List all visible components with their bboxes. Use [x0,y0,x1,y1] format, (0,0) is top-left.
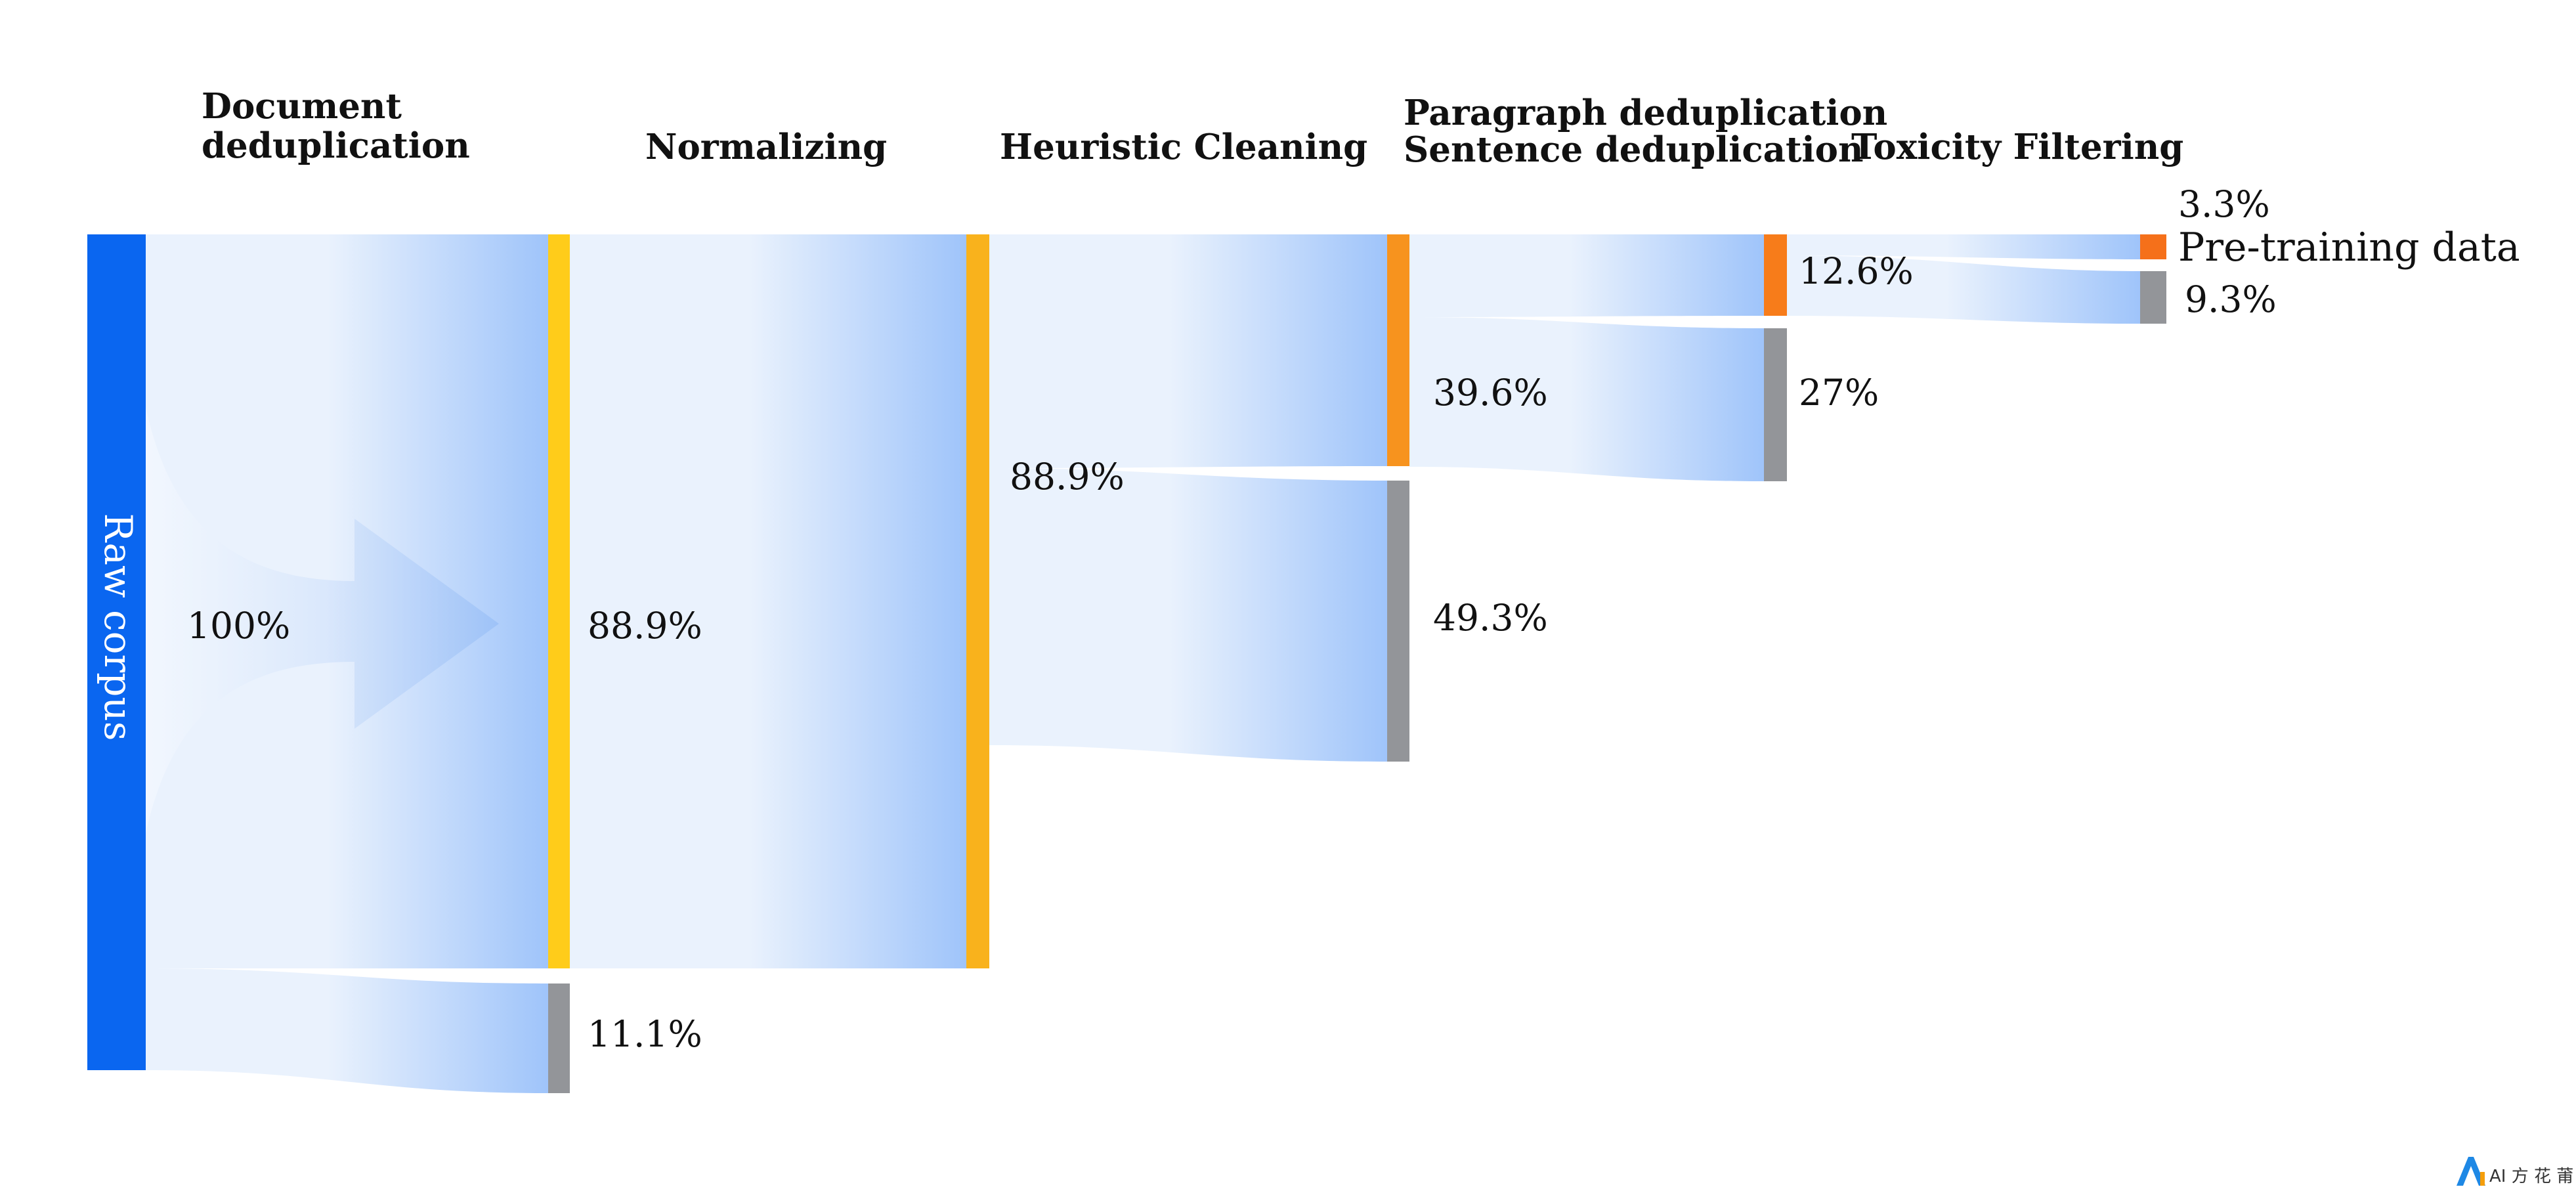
stage-title-heuristic-cleaning: Heuristic Cleaning [1000,127,1367,167]
watermark-text: AI 方 花 莆 [2489,1167,2573,1186]
watermark: AI 方 花 莆 [2457,1157,2573,1186]
percent-label-paragraph-kept: 39.6% [1433,372,1548,414]
stage-title-line: Paragraph deduplication [1404,93,1887,133]
flow-direction-arrow-icon [146,407,499,834]
stage-title-toxicity-filtering: Toxicity Filtering [1851,127,2183,167]
node-normalizing-kept [966,234,989,968]
source-label-raw-corpus: Raw corpus [96,513,140,741]
stage-title-line: Document [202,86,402,127]
flow-bands [146,234,2140,1093]
stage-title-paragraph-sentence-deduplication: Paragraph deduplication Sentence dedupli… [1404,93,1900,170]
node-toxicity-removed [2140,271,2166,324]
stage-title-normalizing: Normalizing [645,127,887,167]
node-paragraph-dedup-kept [1764,234,1787,316]
percent-label-source: 100% [187,605,290,647]
node-pre-training-data [2140,234,2166,259]
flow-band-removed-4 [1409,317,1764,481]
percent-label-kept-5: 3.3% [2178,183,2270,225]
percent-labels: 100% 88.9% 11.1% 88.9% 39.6% 49.3% 12.6%… [187,183,2277,1055]
nodes: Raw corpus [87,234,2166,1093]
flow-band-removed-5 [1787,255,2140,324]
node-paragraph-dedup-removed [1764,328,1787,481]
node-document-dedup-removed [548,984,570,1093]
flow-band-kept-3 [989,234,1387,468]
percent-label-removed-1: 11.1% [588,1013,702,1055]
node-heuristic-kept [1387,234,1409,466]
stage-title-line: Sentence deduplication [1404,129,1864,170]
flow-band-removed-1 [146,968,548,1093]
percent-label-kept-4: 12.6% [1799,250,1914,292]
stage-title-line: deduplication [202,125,470,166]
watermark-logo-bar-icon [2480,1172,2485,1186]
percent-label-removed-3: 49.3% [1433,597,1548,639]
source-node-raw-corpus [87,234,146,1070]
percent-label-kept-1: 88.9% [588,605,702,647]
flow-band-kept-4 [1409,234,1764,317]
percent-label-removed-5: 9.3% [2185,278,2277,320]
percent-label-removed-4: 27% [1799,372,1879,414]
percent-label-heuristic-kept: 88.9% [1010,456,1125,498]
flow-band-kept-5 [1787,234,2140,259]
stage-title-document-deduplication: Document deduplication [202,86,470,166]
result-label-pre-training-data: Pre-training data [2178,225,2520,270]
flow-band-kept-2 [570,234,966,968]
stage-titles: Document deduplication Normalizing Heuri… [202,86,2183,170]
node-document-dedup-kept [548,234,570,968]
node-heuristic-removed [1387,481,1409,762]
flow-band-removed-3 [989,468,1387,762]
watermark-logo-icon [2457,1157,2485,1186]
